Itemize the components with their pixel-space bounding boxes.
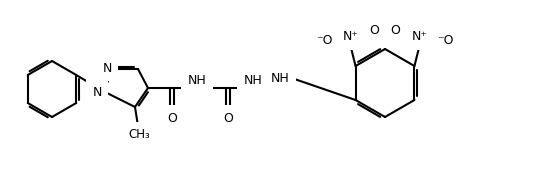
Text: N⁺: N⁺ <box>342 30 359 43</box>
Text: NH: NH <box>271 72 290 85</box>
Text: NH: NH <box>188 74 206 87</box>
Text: ⁻O: ⁻O <box>316 33 333 46</box>
Text: ⁻O: ⁻O <box>437 33 454 46</box>
Text: O: O <box>390 25 400 38</box>
Text: CH₃: CH₃ <box>128 127 150 140</box>
Text: N: N <box>103 62 112 75</box>
Text: N: N <box>93 85 102 98</box>
Text: O: O <box>167 111 177 124</box>
Text: O: O <box>223 111 233 124</box>
Text: O: O <box>370 25 379 38</box>
Text: N⁺: N⁺ <box>412 30 428 43</box>
Text: NH: NH <box>244 74 263 87</box>
